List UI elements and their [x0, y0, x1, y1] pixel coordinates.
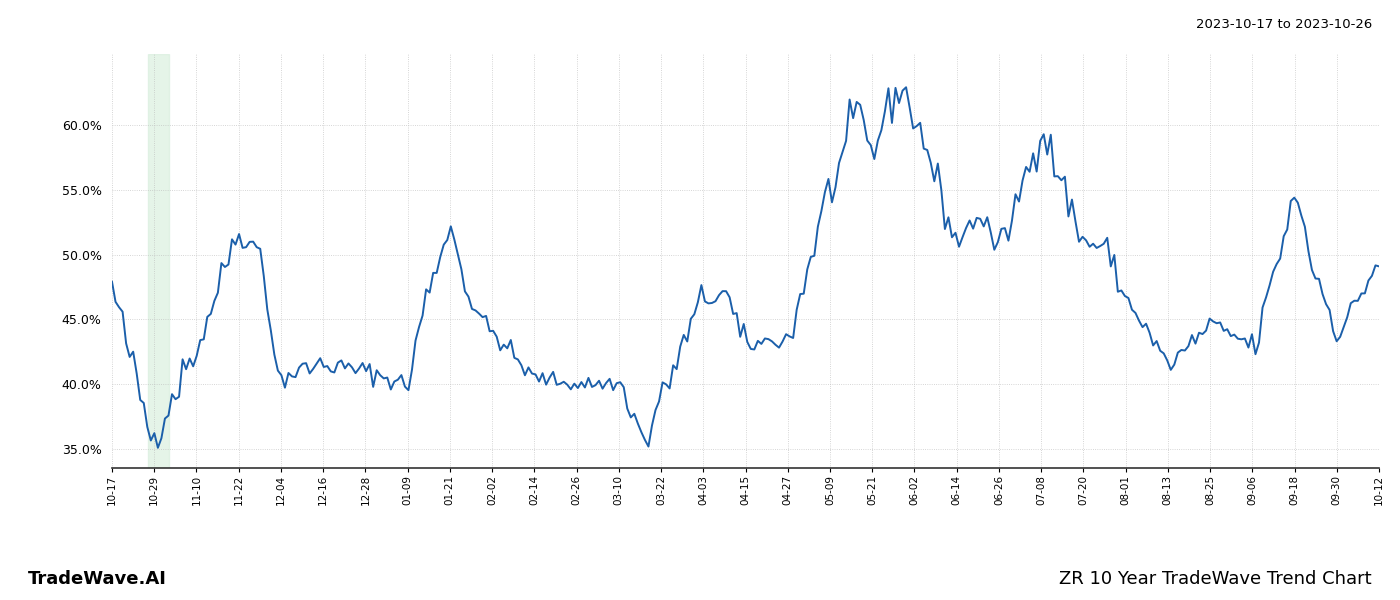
Text: ZR 10 Year TradeWave Trend Chart: ZR 10 Year TradeWave Trend Chart: [1060, 570, 1372, 588]
Text: TradeWave.AI: TradeWave.AI: [28, 570, 167, 588]
Text: 2023-10-17 to 2023-10-26: 2023-10-17 to 2023-10-26: [1196, 18, 1372, 31]
Bar: [148, 54, 169, 468]
